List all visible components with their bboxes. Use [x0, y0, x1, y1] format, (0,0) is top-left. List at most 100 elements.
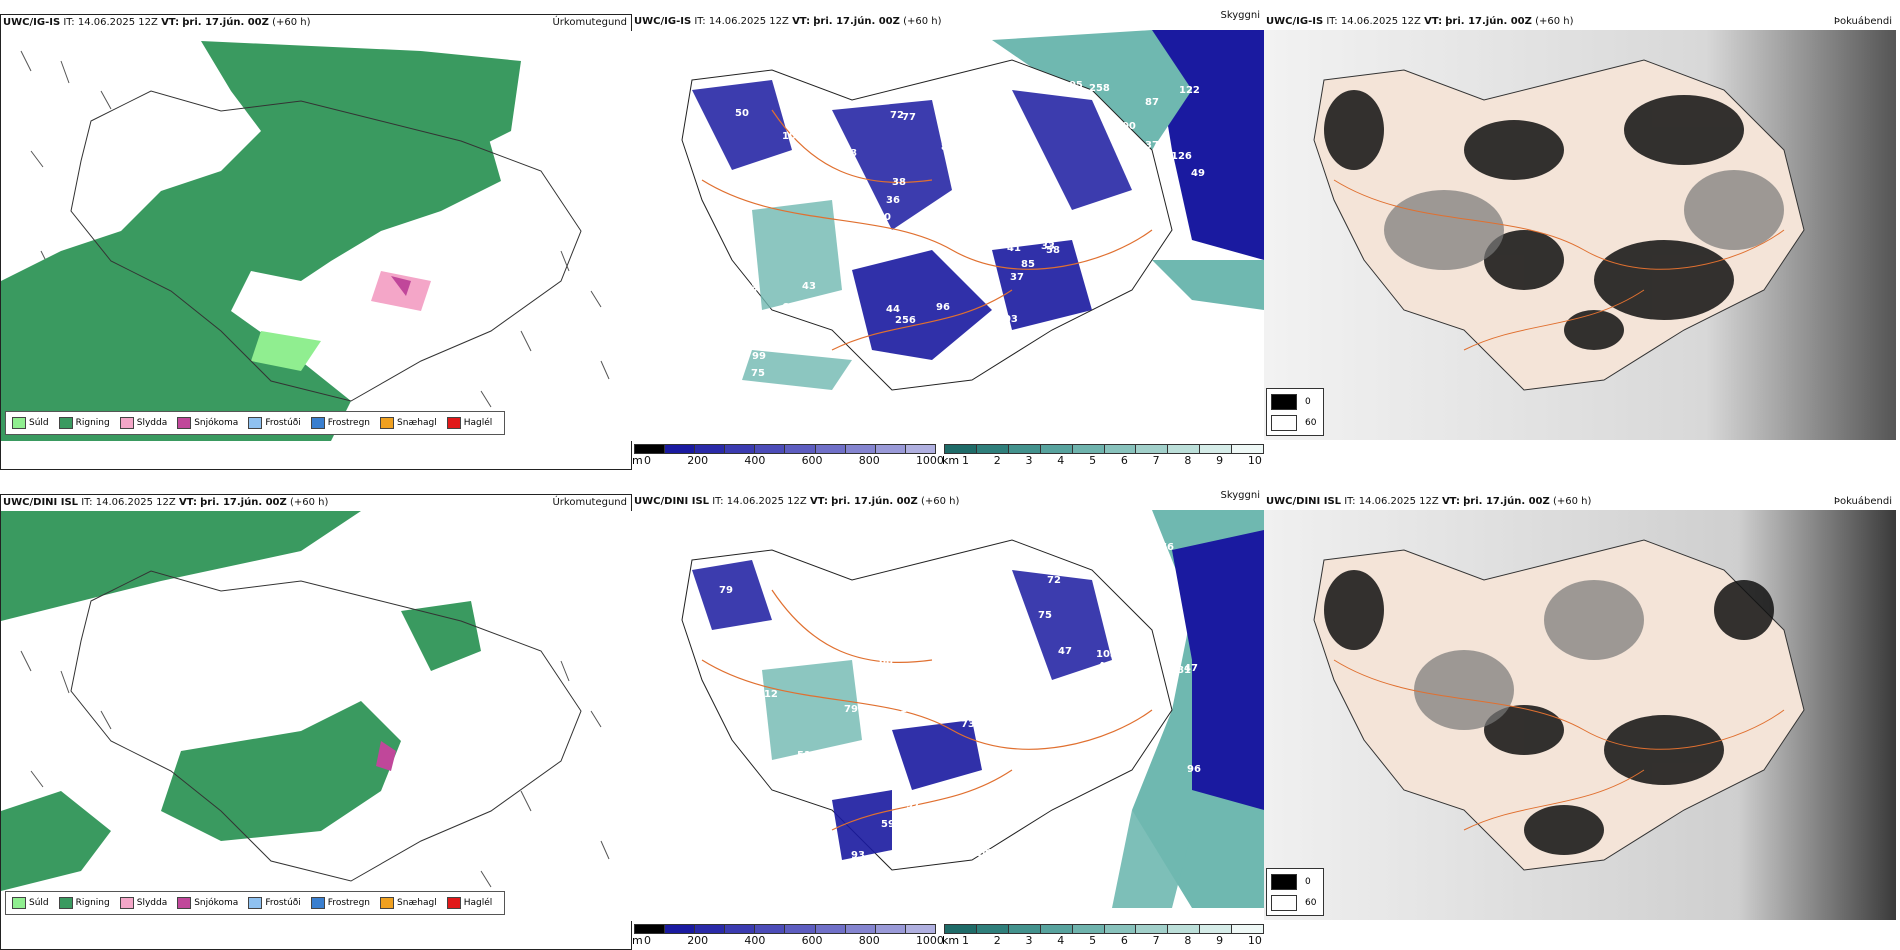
fog-map: 0 60	[1264, 510, 1896, 920]
cloud-base-value: 34	[1096, 346, 1110, 357]
fog-legend: 0 60	[1266, 868, 1324, 916]
cloud-base-value: 38	[829, 150, 843, 161]
cloud-base-value: 79	[844, 704, 858, 715]
cloud-base-value: 66	[786, 319, 800, 330]
cloud-base-value: 96	[936, 302, 950, 313]
cloud-base-value: 62	[906, 666, 920, 677]
cloud-base-value: 50	[735, 108, 749, 119]
cloud-base-value: 420	[712, 353, 733, 364]
legend-item: 0	[1271, 874, 1319, 890]
cloud-base-value: 410	[1098, 661, 1119, 672]
legend-item: Frostregn	[310, 417, 370, 429]
cloud-base-value: 112	[757, 689, 778, 700]
cloud-base-value: 39	[800, 342, 814, 353]
cloud-base-value: 41	[1007, 243, 1021, 254]
cloud-base-value: 61	[752, 657, 766, 668]
cloud-base-value: 71	[707, 332, 721, 343]
legend-item: Snæhagl	[380, 897, 437, 909]
cloud-base-value: 106	[730, 290, 751, 301]
cloud-base-value: 76	[1160, 542, 1174, 553]
visibility-colorbar	[944, 444, 1264, 454]
cloud-base-value: 47	[1184, 663, 1198, 674]
cloud-base-value: 77	[1084, 541, 1098, 552]
precip-map: Súld Rigning Slydda Snjókoma Frostúði Fr…	[1, 511, 633, 921]
cloud-base-value: 81	[1177, 665, 1191, 676]
cloud-base-value: 101	[1016, 840, 1037, 851]
cloud-base-value: 105	[854, 536, 875, 547]
cloud-base-value: 97	[906, 800, 920, 811]
colorbars: m 0 200 400 600 800 1000 km 1 2 3 4 5 6 7 8 9 10	[632, 440, 1264, 470]
legend-item: Snæhagl	[380, 417, 437, 429]
cloud-base-value: 45	[1110, 798, 1124, 809]
panel-header: UWC/IG-IS IT: 14.06.2025 12Z VT: þri. 17…	[1266, 16, 1574, 27]
panel-header: UWC/IG-IS IT: 14.06.2025 12Z VT: þri. 17…	[3, 17, 311, 28]
cloud-base-value: 58	[1046, 245, 1060, 256]
cloud-base-value: 124	[842, 550, 863, 561]
legend-item: Frostúði	[248, 897, 301, 909]
cloud-base-value: 256	[895, 315, 916, 326]
cloud-base-value: 99	[752, 351, 766, 362]
legend-item: Rigning	[58, 417, 110, 429]
cloud-base-value: 79	[719, 585, 733, 596]
cloud-base-value: 42	[1137, 663, 1151, 674]
cloud-base-value: 75	[1038, 610, 1052, 621]
legend-item: Súld	[12, 417, 49, 429]
panel-header: UWC/DINI ISL IT: 14.06.2025 12Z VT: þri.…	[1266, 496, 1592, 507]
legend-item: Súld	[12, 897, 49, 909]
legend-item: 0	[1271, 394, 1319, 410]
panel-visibility-dini: UWC/DINI ISL IT: 14.06.2025 12Z VT: þri.…	[632, 490, 1264, 950]
panel-fog-dini: UWC/DINI ISL IT: 14.06.2025 12Z VT: þri.…	[1264, 494, 1896, 950]
cloud-base-value: 85	[1021, 259, 1035, 270]
panel-header: UWC/DINI ISL IT: 14.06.2025 12Z VT: þri.…	[3, 497, 329, 508]
cloud-base-value: 43	[802, 281, 816, 292]
visibility-unit: km	[942, 454, 960, 467]
cloud-base-value: 44	[886, 304, 900, 315]
cloud-base-value: 99	[1137, 346, 1151, 357]
cloud-base-value: 120	[740, 820, 761, 831]
panel-title: Úrkomutegund	[552, 497, 627, 508]
cloud-base-value: 68	[879, 656, 893, 667]
cloud-base-value: 40	[765, 770, 779, 781]
cloudbase-unit: m	[632, 934, 643, 947]
visibility-unit: km	[942, 934, 960, 947]
cloud-base-value: 49	[1191, 168, 1205, 179]
cloudbase-colorbar	[634, 924, 936, 934]
legend-item: Haglél	[446, 897, 492, 909]
cloud-base-value: 93	[851, 850, 865, 861]
cloud-base-value: 61	[782, 302, 796, 313]
cloud-base-value: 67	[761, 569, 775, 580]
cloud-base-value: 61	[968, 165, 982, 176]
panel-fog-igis: UWC/IG-IS IT: 14.06.2025 12Z VT: þri. 17…	[1264, 14, 1896, 470]
cloud-base-value: 105	[1096, 649, 1117, 660]
visibility-ticks: 1 2 3 4 5 6 7 8 9 10	[962, 934, 1262, 947]
cloud-base-value: 82	[721, 710, 735, 721]
cloud-base-value: 51	[701, 766, 715, 777]
cloud-base-value: 13	[919, 568, 933, 579]
cloud-base-value: 100	[1115, 121, 1136, 132]
cloud-base-value: 58	[843, 148, 857, 159]
legend-item: Rigning	[58, 897, 110, 909]
cloud-base-value: 106	[900, 704, 921, 715]
cloud-base-value: 103	[997, 314, 1018, 325]
legend-item: Slydda	[119, 417, 167, 429]
legend-item: 60	[1271, 895, 1319, 911]
cloud-base-value: 73	[961, 719, 975, 730]
cloud-base-value: 168	[699, 150, 720, 161]
cloud-base-value: 100	[782, 131, 803, 142]
cloud-base-value: 49	[733, 643, 747, 654]
cloudbase-colorbar	[634, 444, 936, 454]
panel-title: Úrkomutegund	[552, 17, 627, 28]
cloudbase-ticks: 0 200 400 600 800 1000	[644, 454, 944, 467]
cloud-base-value: 122	[1179, 85, 1200, 96]
cloud-base-value: 79	[727, 178, 741, 189]
legend-item: Frostúði	[248, 417, 301, 429]
legend-item: Snjókoma	[177, 417, 238, 429]
cloud-base-value: 37	[1145, 140, 1159, 151]
cloud-base-value: 87	[1145, 97, 1159, 108]
cloud-base-value: 72	[890, 110, 904, 121]
cloud-base-value: 115	[980, 848, 1001, 859]
cloud-base-value: 402	[960, 177, 981, 188]
fog-legend: 0 60	[1266, 388, 1324, 436]
cloud-base-value: 95	[977, 604, 991, 615]
visibility-map: 105 72 81 106 73 112 79 75 82 95 100 105 124 79 247 115…	[632, 510, 1264, 908]
